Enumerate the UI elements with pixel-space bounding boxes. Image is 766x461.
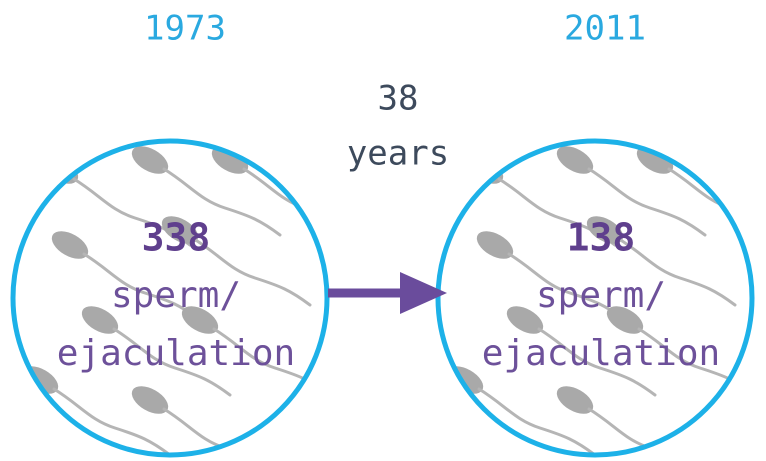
gap-unit: years: [347, 134, 449, 174]
count-label: sperm/: [111, 275, 241, 316]
count-label: sperm/: [536, 275, 666, 316]
infographic: 1973 2011 38 years 338 sperm/ ejaculatio…: [0, 0, 766, 461]
count-label: ejaculation: [482, 333, 720, 374]
count-label: ejaculation: [57, 333, 295, 374]
arrow: [328, 272, 447, 314]
gap-value: 38: [378, 79, 419, 119]
count: 338: [142, 216, 211, 260]
year: 2011: [564, 9, 646, 49]
year: 1973: [144, 9, 226, 49]
count: 138: [567, 216, 636, 260]
